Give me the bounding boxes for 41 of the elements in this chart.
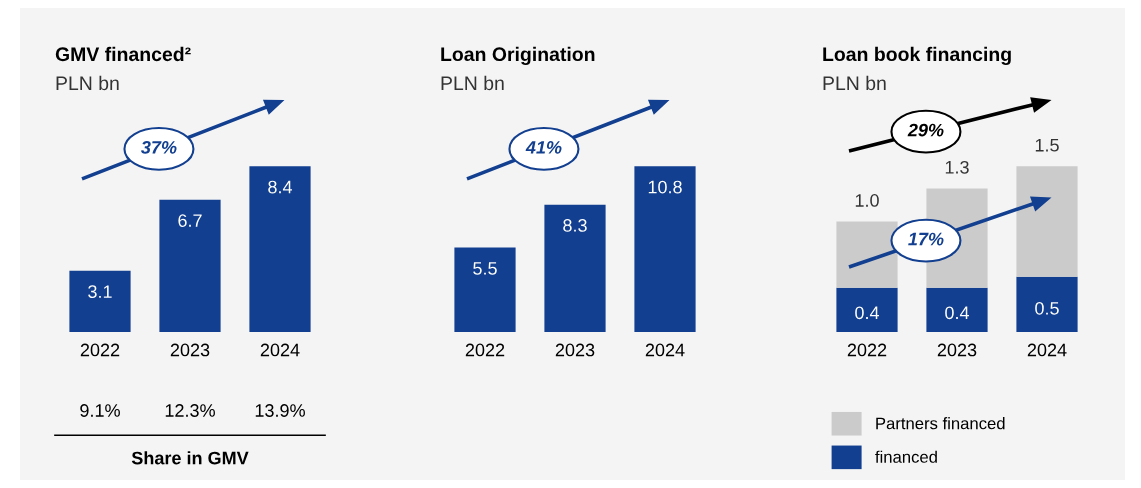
data-label: 6.7 [178, 214, 202, 227]
data-label: 5.5 [473, 262, 497, 275]
x-tick-label: 2023 [555, 343, 595, 357]
x-tick-label: 2023 [170, 343, 210, 357]
chart-title: Loan Origination [441, 46, 595, 66]
x-tick-label: 2022 [847, 343, 887, 357]
bar [1016, 166, 1078, 277]
chart-subtitle: PLN bn [441, 75, 504, 91]
text: 41% [525, 141, 562, 154]
chart-title: Loan book financing [823, 46, 1011, 66]
x-tick-label: 2022 [465, 343, 505, 357]
x-tick-label: 2024 [645, 343, 685, 357]
data-label: 3.1 [88, 285, 112, 298]
chart-subtitle: PLN bn [56, 75, 119, 91]
text: 12.3% [165, 404, 215, 417]
x-tick-label: 2024 [260, 343, 300, 357]
legend-label: financed [875, 450, 937, 463]
legend-label: Partners financed [876, 417, 1005, 430]
text: 37% [141, 140, 177, 154]
x-tick-label: 2023 [937, 343, 977, 357]
total-label: 1.5 [1035, 139, 1059, 152]
data-label: 0.5 [1035, 301, 1059, 315]
annotation: 17% [908, 232, 944, 246]
text: 9.1% [80, 404, 120, 417]
bar [1016, 276, 1078, 332]
x-tick-label: 2024 [1027, 343, 1067, 357]
data-label: 10.8 [648, 180, 682, 194]
bar [836, 287, 898, 332]
data-label: 8.3 [563, 219, 587, 232]
data-label: 0.4 [855, 306, 880, 320]
chart-subtitle: PLN bn [823, 75, 886, 91]
total-label: 1.3 [945, 160, 969, 174]
text: 29% [907, 123, 944, 137]
text: 13.9% [255, 404, 305, 417]
bar [926, 287, 988, 332]
total-label: 1.0 [855, 194, 879, 207]
chart-title: GMV financed² [55, 46, 191, 62]
x-tick-label: 2022 [80, 343, 120, 357]
text: Share in GMV [131, 451, 249, 465]
data-label: 0.4 [945, 306, 970, 320]
data-label: 8.4 [268, 180, 293, 194]
